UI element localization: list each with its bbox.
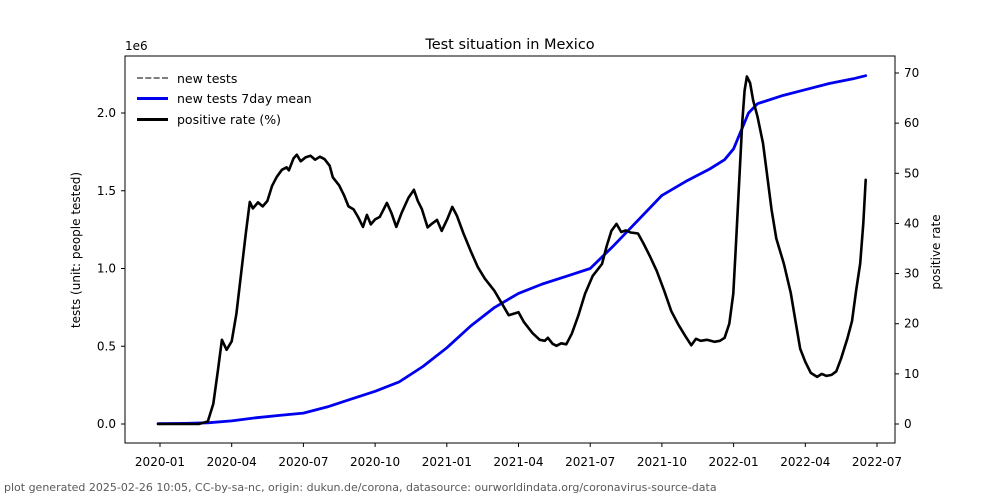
legend-label-new-tests-7day-mean: new tests 7day mean (177, 91, 312, 107)
chart-title: Test situation in Mexico (424, 37, 594, 53)
solid-black-line-sample-icon (137, 117, 168, 121)
y-tick-label-left: 2.0 (97, 106, 116, 120)
y-tick-label-right: 20 (904, 317, 919, 331)
legend-entry-positive-rate: positive rate (%) (137, 109, 312, 130)
y-tick-label-right: 30 (904, 267, 919, 281)
left-axis-label: tests (unit: people tested) (69, 172, 83, 328)
legend: new tests new tests 7day mean positive r… (137, 68, 312, 130)
y-tick-label-right: 40 (904, 216, 919, 230)
x-tick-label: 2020-07 (278, 455, 328, 469)
chart-canvas: Test situation in Mexico 1e6 tests (unit… (69, 37, 943, 469)
legend-entry-new-tests-7day-mean: new tests 7day mean (137, 89, 312, 110)
x-tick-label: 2020-04 (207, 455, 257, 469)
legend-label-new-tests: new tests (177, 70, 238, 86)
y-tick-label-left: 1.5 (97, 184, 116, 198)
x-tick-label: 2022-07 (852, 455, 902, 469)
plot-generated-content: 2020-01 2020-04 2020-07 2020-10 2021-01 2021-… (97, 66, 919, 469)
x-tick-label: 2022-04 (780, 455, 830, 469)
series-positive-rate- (156, 75, 867, 426)
legend-entry-new-tests: new tests (137, 68, 312, 89)
y-tick-label-left: 0.0 (97, 417, 116, 431)
dashed-line-sample-icon (137, 77, 168, 80)
left-axis-offset-label: 1e6 (125, 39, 148, 53)
right-axis-label: positive rate (929, 214, 943, 289)
y-tick-label-right: 50 (904, 166, 919, 180)
x-tick-label: 2021-01 (422, 455, 472, 469)
x-tick-label: 2021-10 (637, 455, 687, 469)
y-tick-label-left: 1.0 (97, 262, 116, 276)
x-tick-label: 2022-01 (709, 455, 759, 469)
x-tick-label: 2020-10 (350, 455, 400, 469)
y-tick-label-right: 0 (904, 417, 912, 431)
y-tick-label-right: 10 (904, 367, 919, 381)
x-tick-label: 2021-04 (493, 455, 543, 469)
legend-label-positive-rate: positive rate (%) (177, 111, 281, 127)
series-new-tests-7day-mean (156, 74, 868, 426)
y-tick-label-right: 60 (904, 116, 919, 130)
plot-area-border (124, 55, 896, 444)
y-tick-label-left: 0.5 (97, 339, 116, 353)
footer-note: plot generated 2025-02-26 10:05, CC-by-s… (4, 481, 717, 494)
solid-blue-line-sample-icon (137, 97, 168, 101)
y-tick-label-right: 70 (904, 66, 919, 80)
x-tick-label: 2021-07 (565, 455, 615, 469)
x-tick-label: 2020-01 (135, 455, 185, 469)
